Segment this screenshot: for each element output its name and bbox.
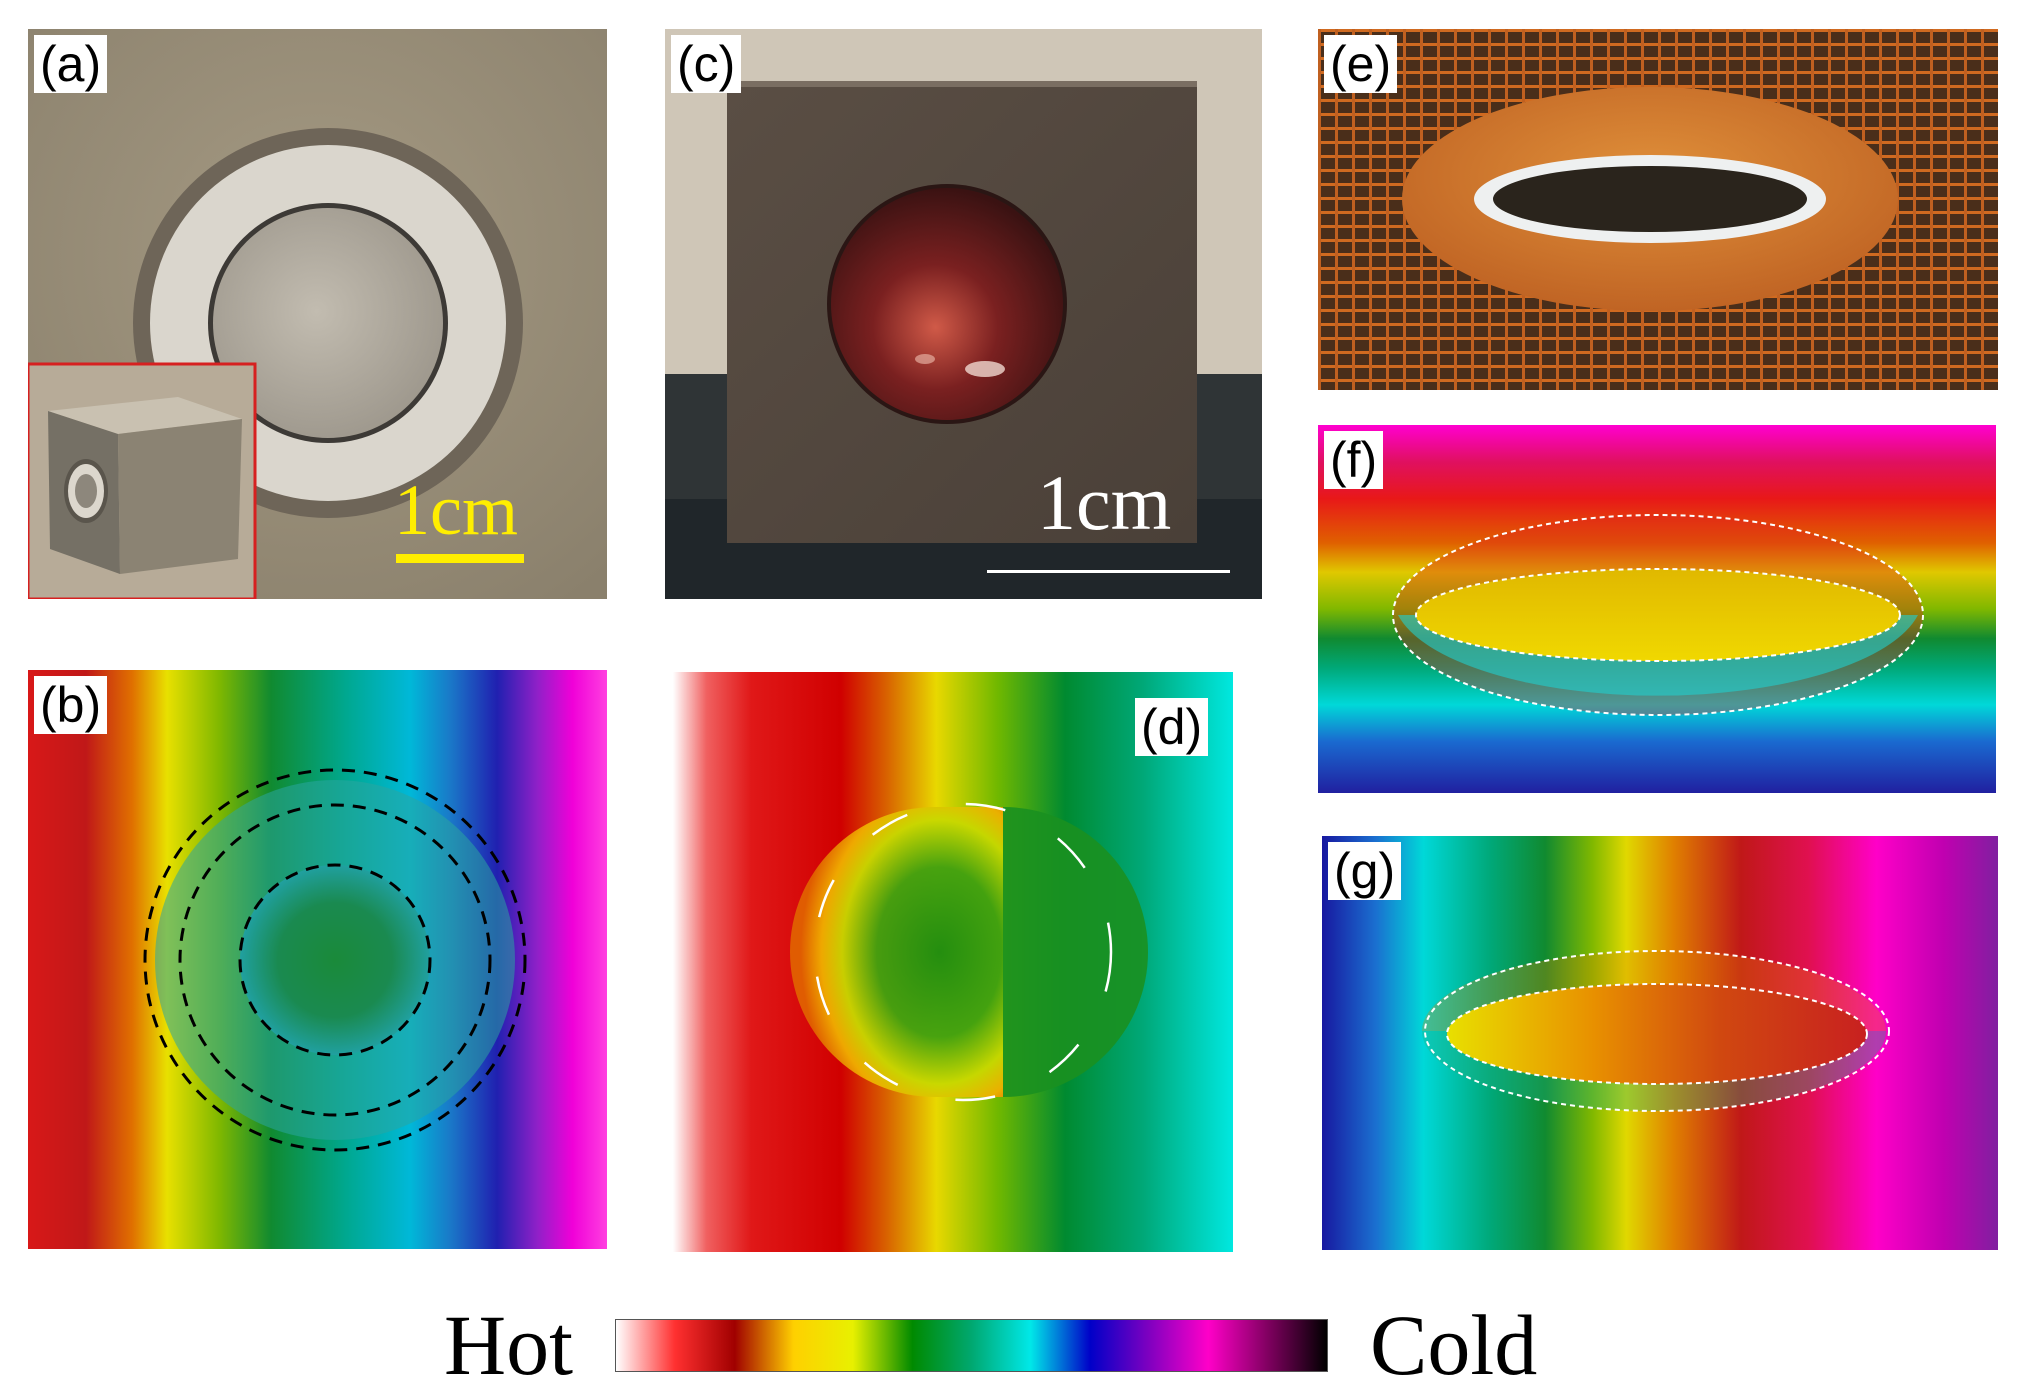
- outer-dashed-ellipse: [1424, 950, 1890, 1112]
- panel-e-image: [1318, 29, 1998, 390]
- panel-d-label: (d): [1135, 698, 1209, 756]
- panel-c-scale-bar: [987, 570, 1230, 573]
- inner-core: [213, 208, 443, 438]
- panel-g-thermal-map: (g): [1322, 836, 1998, 1250]
- inner-dashed-ellipse: [1446, 983, 1868, 1085]
- panel-c-scale-text: 1cm: [1037, 459, 1172, 546]
- panel-a-scale-bar: [396, 554, 524, 563]
- panel-g-label: (g): [1328, 842, 1402, 900]
- panel-a-scale-text: 1cm: [394, 470, 518, 550]
- legend-hot-label: Hot: [444, 1297, 573, 1393]
- panel-e-photo: (e): [1318, 29, 1998, 390]
- middle-dashed-circle: [178, 803, 492, 1117]
- panel-b-label: (b): [34, 676, 108, 734]
- panel-a-image: [28, 29, 607, 599]
- inset-cube-photo: [28, 362, 257, 599]
- panel-d-image: [673, 672, 1233, 1252]
- panel-c-image: [665, 29, 1262, 599]
- panel-b-image: [28, 670, 607, 1249]
- legend-cold-label: Cold: [1370, 1297, 1538, 1393]
- panel-a-label: (a): [34, 35, 108, 93]
- outer-dashed-circle: [143, 768, 527, 1152]
- panel-a-photo: (a) 1cm: [28, 29, 607, 599]
- panel-d-thermal-map: (d): [673, 672, 1233, 1252]
- panel-e-label: (e): [1324, 35, 1398, 93]
- panel-c-label: (c): [671, 35, 742, 93]
- outer-dashed-ellipse: [1392, 514, 1924, 716]
- temperature-colorbar: [615, 1319, 1328, 1372]
- panel-b-thermal-map: (b): [28, 670, 607, 1249]
- panel-f-label: (f): [1324, 431, 1384, 489]
- panel-f-thermal-map: (f): [1318, 425, 1996, 793]
- inner-dashed-ellipse: [1415, 568, 1901, 662]
- panel-f-image: [1318, 425, 1996, 793]
- inner-dashed-circle: [238, 863, 432, 1057]
- hemisphere-dashed-outline: [813, 802, 1113, 1102]
- copper-hemisphere: [831, 188, 1063, 420]
- panel-g-image: [1322, 836, 1998, 1250]
- panel-c-photo: (c) 1cm: [665, 29, 1262, 599]
